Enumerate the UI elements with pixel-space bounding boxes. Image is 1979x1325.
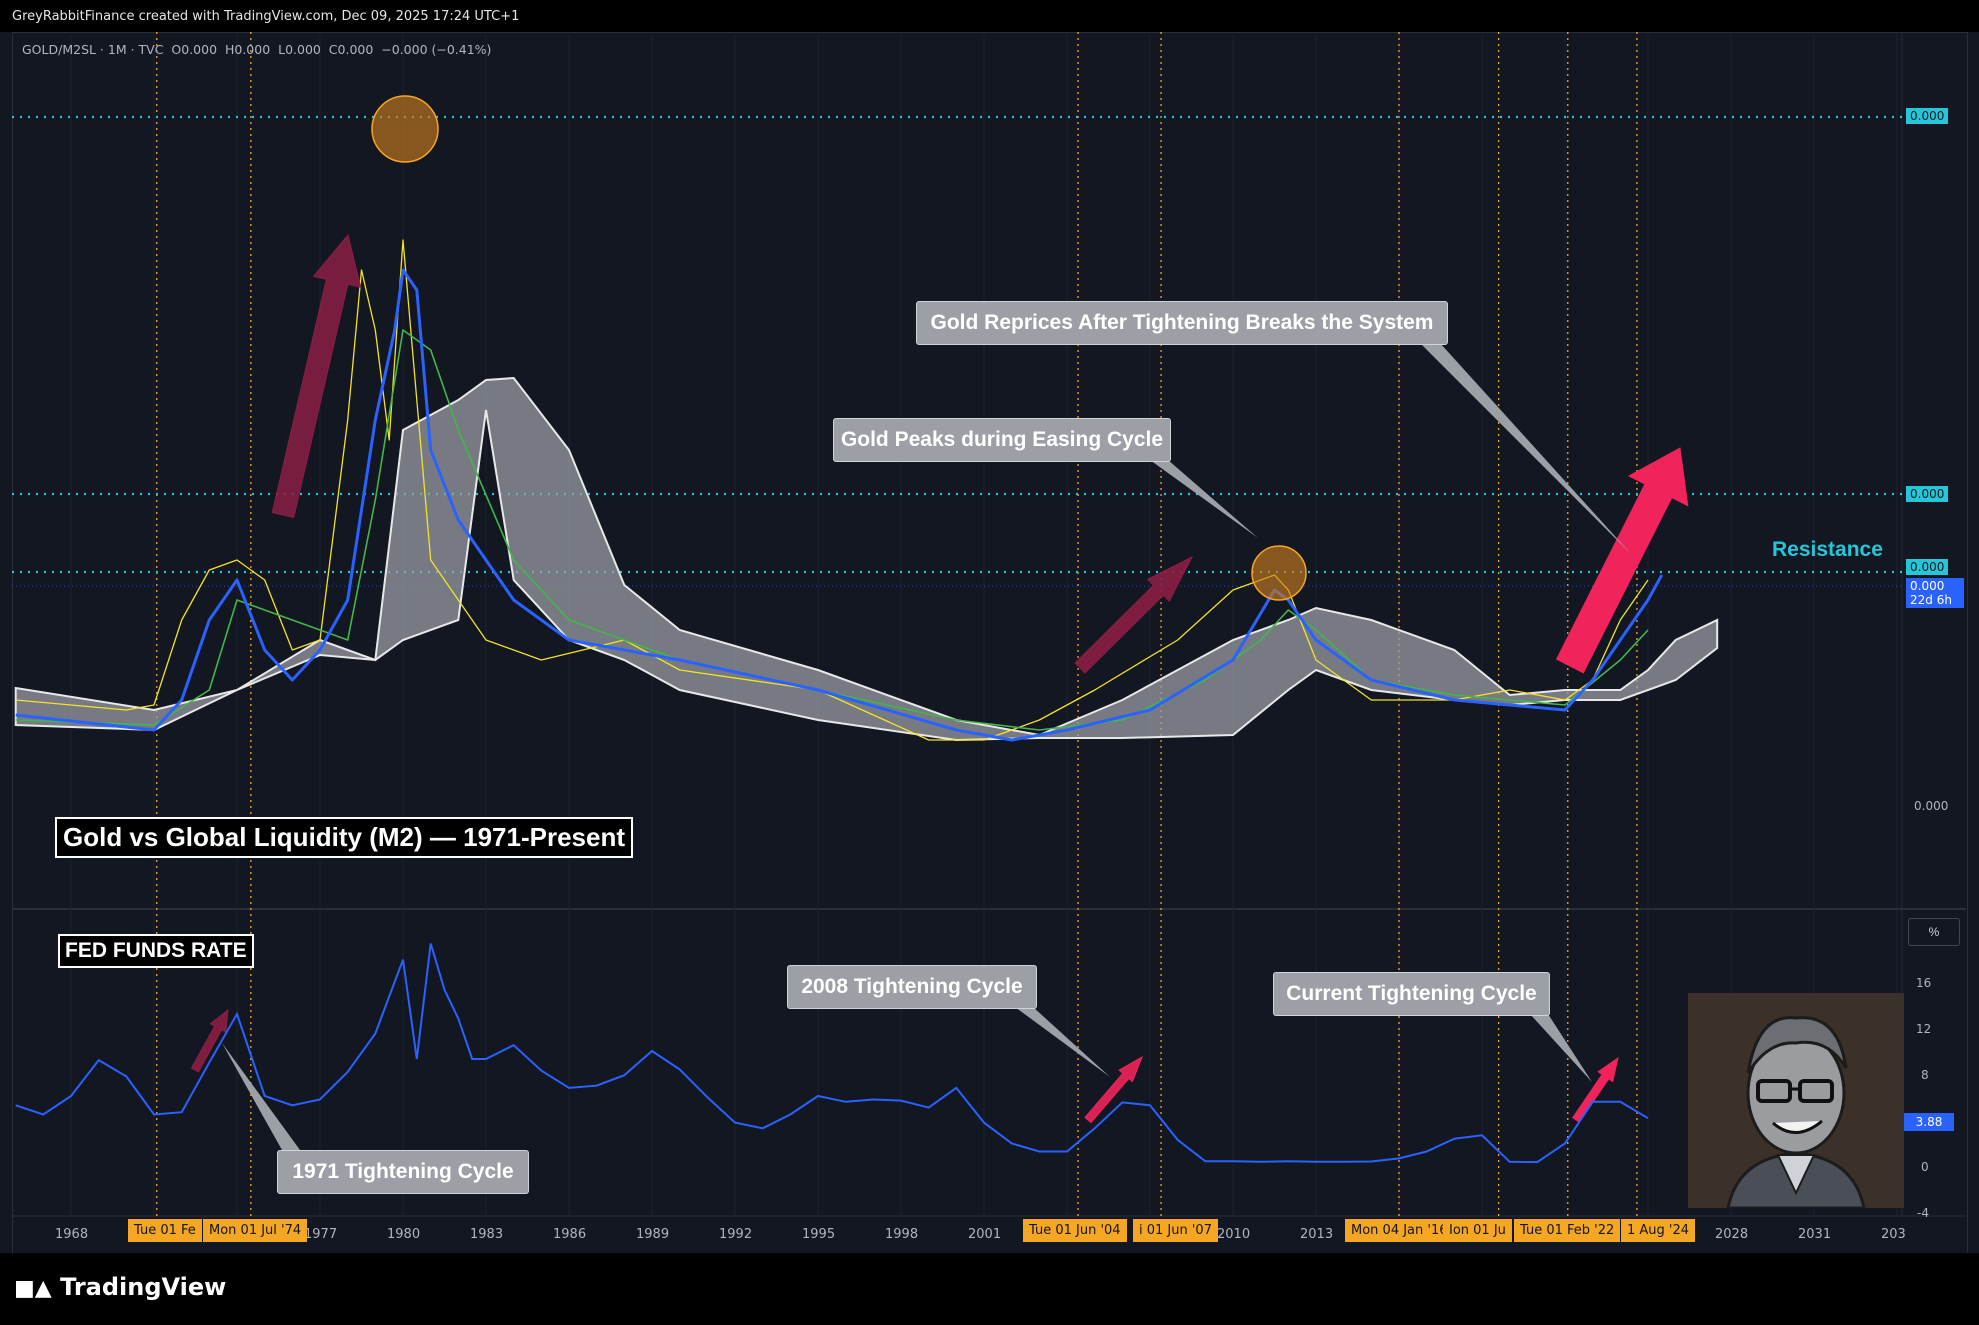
price-tag: 0.000 — [1906, 108, 1949, 124]
x-highlight-label: Mon 01 Jul '74 — [203, 1219, 308, 1242]
arrow-current — [1555, 447, 1689, 674]
x-tick: 2001 — [968, 1227, 1002, 1242]
upper-pane-title: Gold vs Global Liquidity (M2) — 1971-Pre… — [55, 817, 633, 858]
blue-line — [15, 268, 1664, 742]
avatar-illustration — [1688, 993, 1904, 1208]
lower-pane-title: FED FUNDS RATE — [58, 934, 254, 968]
tail-gold-reprices — [1420, 343, 1632, 555]
y-tick: 8 — [1921, 1068, 1929, 1082]
avatar — [1688, 993, 1904, 1208]
top-bar: GreyRabbitFinance created with TradingVi… — [0, 0, 1979, 32]
y-tick: 0 — [1921, 1160, 1929, 1174]
y-tick: 16 — [1916, 976, 1932, 990]
callout-1971-tightening[interactable]: 1971 Tightening Cycle — [277, 1150, 529, 1194]
brand-text: TradingView — [60, 1273, 227, 1301]
x-tick: 2013 — [1300, 1227, 1334, 1242]
x-tick: 2031 — [1798, 1227, 1832, 1242]
callout-current-tightening[interactable]: Current Tightening Cycle — [1273, 972, 1550, 1016]
bottom-bar: ■▲ TradingView — [0, 1253, 1979, 1325]
chart-frame[interactable] — [12, 32, 1968, 1254]
tail-2008 — [1015, 1007, 1110, 1077]
cloud-band — [14, 376, 1719, 742]
tail-current — [1530, 1014, 1592, 1082]
bar-countdown: 22d 6h — [1910, 593, 1952, 607]
x-tick: 1986 — [553, 1227, 587, 1242]
x-tick: 1995 — [802, 1227, 836, 1242]
y-tick: -4 — [1917, 1206, 1929, 1220]
x-highlight-label: 1 Aug '24 — [1621, 1219, 1696, 1242]
peak-circles — [371, 95, 1307, 601]
x-highlight-label: Tue 01 Fe — [128, 1219, 202, 1242]
fed-series — [15, 943, 1649, 1164]
cyan-resistance-lines — [12, 115, 1902, 587]
credit-text: GreyRabbitFinance created with TradingVi… — [12, 9, 520, 24]
current-price: 0.000 — [1910, 579, 1945, 593]
fed-funds-line — [15, 943, 1649, 1164]
resistance-label: Resistance — [1772, 538, 1883, 561]
yellow-line — [15, 239, 1649, 741]
arrow-2000s — [1074, 555, 1194, 674]
x-tick: 1968 — [55, 1227, 89, 1242]
x-highlight-label: Mon 04 Jan '16 — [1345, 1219, 1454, 1242]
tradingview-logo[interactable]: ■▲ TradingView — [14, 1273, 226, 1301]
x-tick: 1992 — [719, 1227, 753, 1242]
vertical-grid — [70, 32, 1898, 1216]
tv-icon: ■▲ — [14, 1276, 52, 1301]
price-tag: 0.000 — [1906, 486, 1949, 502]
symbol-info-bar[interactable]: GOLD/M2SL · 1M · TVC O0.000 H0.000 L0.00… — [22, 42, 492, 57]
callout-gold-reprices[interactable]: Gold Reprices After Tightening Breaks th… — [916, 301, 1448, 345]
x-highlight-label: Tue 01 Feb '22 — [1514, 1219, 1621, 1242]
arrow-current-rate — [1572, 1056, 1619, 1123]
x-tick: 1980 — [387, 1227, 421, 1242]
y-tick: 12 — [1916, 1022, 1932, 1036]
gold-ratio-lines — [15, 239, 1664, 742]
peak-circle-2011 — [1251, 545, 1307, 601]
x-tick: 2028 — [1715, 1227, 1749, 1242]
peak-circle-1980 — [371, 95, 439, 163]
price-axis-label: 0.000 — [1914, 799, 1949, 813]
current-price-tag: 0.000 22d 6h — [1906, 578, 1964, 608]
arrow-2008-rate — [1084, 1055, 1143, 1124]
x-tick: 203 — [1881, 1227, 1906, 1242]
unit-button[interactable]: % — [1908, 918, 1960, 946]
x-tick: 1977 — [304, 1227, 338, 1242]
x-tick: 1983 — [470, 1227, 504, 1242]
tail-gold-peaks — [1150, 460, 1258, 538]
arrow-1970s — [271, 233, 362, 519]
x-tick: 1998 — [885, 1227, 919, 1242]
callout-gold-peaks[interactable]: Gold Peaks during Easing Cycle — [833, 418, 1171, 462]
x-highlight-label: Tue 01 Jun '04 — [1023, 1219, 1127, 1242]
x-highlight-label: Ion 01 Ju — [1443, 1219, 1512, 1242]
tail-1971 — [222, 1043, 300, 1150]
trend-arrows — [190, 233, 1689, 1124]
x-tick: 2010 — [1217, 1227, 1251, 1242]
ichimoku-cloud — [14, 376, 1719, 742]
arrow-1971-rate — [190, 1008, 229, 1073]
callout-tails — [222, 343, 1632, 1150]
fed-current-value: 3.88 — [1904, 1113, 1954, 1131]
callout-2008-tightening[interactable]: 2008 Tightening Cycle — [787, 965, 1037, 1009]
x-tick: 1989 — [636, 1227, 670, 1242]
price-tag: 0.000 — [1906, 559, 1949, 575]
x-highlight-label: i 01 Jun '07 — [1133, 1219, 1218, 1242]
